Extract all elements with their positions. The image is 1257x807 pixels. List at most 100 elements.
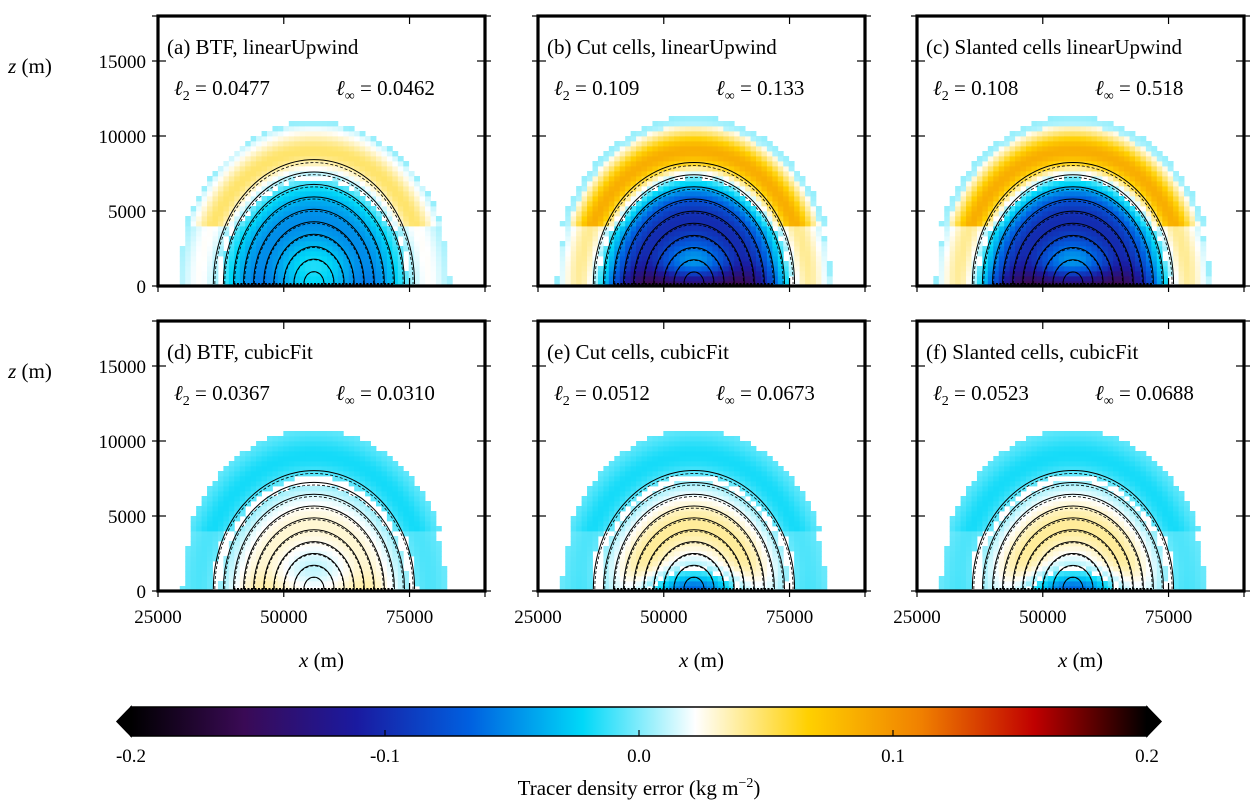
heatmap-cell [365,151,371,157]
heatmap-cell [1102,121,1109,127]
heatmap-cell [1009,206,1016,212]
heatmap-cell [256,181,262,187]
heatmap-cell [960,241,967,247]
heatmap-cell [1004,176,1011,182]
heatmap-cell [739,166,746,172]
heatmap-cell [386,161,393,167]
heatmap-cell [717,246,724,252]
heatmap-cell [1156,261,1163,267]
heatmap-cell [987,231,994,237]
heatmap-cell [657,121,664,127]
heatmap-cell [245,176,252,182]
heatmap-cell [283,446,290,452]
heatmap-cell [294,561,301,567]
heatmap-cell [359,506,366,512]
heatmap-cell [326,221,333,227]
heatmap-cell [316,451,322,457]
heatmap-cell [592,236,599,242]
heatmap-cell [223,556,230,562]
heatmap-cell [359,576,366,582]
heatmap-cell [359,501,366,507]
heatmap-cell [1189,221,1196,227]
heatmap-cell [337,236,344,242]
heatmap-cell [701,231,708,237]
heatmap-cell [701,151,708,157]
heatmap-cell [1096,221,1103,227]
heatmap-cell [272,436,279,442]
heatmap-cell [1047,221,1054,227]
heatmap-cell [332,511,339,517]
heatmap-cell [207,246,213,252]
heatmap-cell [310,186,317,192]
heatmap-cell [239,576,246,582]
heatmap-cell [1020,231,1027,237]
heatmap-cell [701,146,708,152]
heatmap-cell [966,276,972,282]
heatmap-cell [441,276,448,282]
heatmap-cell [982,171,989,177]
heatmap-cell [603,151,610,157]
heatmap-cell [299,501,306,507]
heatmap-cell [766,191,773,197]
heatmap-cell [663,241,670,247]
heatmap-cell [559,246,566,252]
heatmap-cell [228,496,235,502]
heatmap-cell [294,466,301,472]
heatmap-cell [1145,141,1152,147]
heatmap-cell [1113,211,1120,217]
contour-solid [1042,247,1104,285]
heatmap-cell [332,521,339,527]
heatmap-cell [1009,186,1016,192]
heatmap-cell [256,571,262,577]
heatmap-cell [212,521,219,527]
contour-dashed [683,271,705,285]
heatmap-cell [359,156,366,162]
heatmap-cell [272,211,279,217]
heatmap-cell [565,236,572,242]
heatmap-cell [1135,176,1141,182]
heatmap-cell [288,516,295,522]
heatmap-cell [403,246,410,252]
heatmap-cell [1042,136,1049,142]
heatmap-cell [652,236,659,242]
heatmap-cell [408,256,415,262]
heatmap-cell [392,186,399,192]
heatmap-cell [256,186,262,192]
heatmap-cell [783,156,790,162]
heatmap-cell [717,166,724,172]
heatmap-cell [696,216,702,222]
heatmap-cell [256,466,262,472]
heatmap-cell [386,241,393,247]
heatmap-cell [261,441,268,447]
heatmap-cell [625,176,632,182]
heatmap-cell [1091,131,1098,137]
heatmap-cell [1145,196,1152,202]
heatmap-cell [603,171,610,177]
heatmap-cell [696,276,702,282]
heatmap-cell [256,231,262,237]
heatmap-cell [1004,166,1011,172]
heatmap-cell [299,431,306,437]
heatmap-cell [987,221,994,227]
heatmap-cell [982,176,989,182]
heatmap-cell [1075,226,1081,232]
heatmap-cell [685,151,691,157]
heatmap-cell [435,271,442,277]
heatmap-cell [728,176,735,182]
heatmap-cell [256,461,262,467]
heatmap-cell [201,501,208,507]
heatmap-cell [348,261,355,267]
heatmap-cell [955,266,961,272]
heatmap-cell [288,536,295,542]
heatmap-cell [381,186,388,192]
heatmap-cell [1080,126,1087,132]
heatmap-cell [217,206,224,212]
heatmap-cell [581,256,588,262]
heatmap-cell [196,576,202,582]
heatmap-cell [1135,266,1141,272]
heatmap-cell [256,151,262,157]
heatmap-cell [821,216,828,222]
heatmap-cell [261,186,268,192]
heatmap-cell [587,266,593,272]
